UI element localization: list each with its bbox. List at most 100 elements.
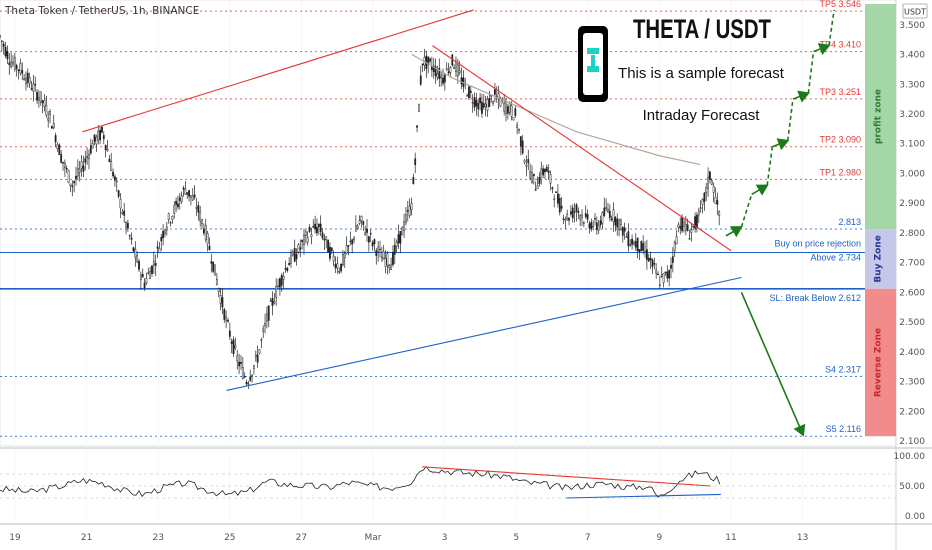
candle-body xyxy=(506,106,509,114)
candle-body xyxy=(514,108,517,116)
candle-body xyxy=(52,123,55,129)
candle-body xyxy=(36,92,38,101)
candle-body xyxy=(308,226,311,232)
x-tick-label: Mar xyxy=(365,533,382,543)
candle-body xyxy=(253,365,255,369)
candle-body xyxy=(594,218,596,220)
headline-title: THETA / USDT xyxy=(633,14,771,44)
rising-support-trendline xyxy=(226,276,742,391)
candle-body xyxy=(421,63,424,66)
candle-body xyxy=(13,56,16,70)
candle-body xyxy=(86,156,89,158)
candle-body xyxy=(336,263,339,269)
candle-body xyxy=(531,171,533,183)
candle-body xyxy=(458,70,461,73)
candle-body xyxy=(382,251,385,260)
level-label: S4 2.317 xyxy=(825,364,861,374)
forecast-layer xyxy=(725,9,835,437)
headline-caption: Intraday Forecast xyxy=(643,107,761,124)
candle-body xyxy=(28,77,31,84)
candle-body xyxy=(80,161,83,169)
zone-0 xyxy=(865,4,896,230)
candle-body xyxy=(101,126,103,133)
candle-body xyxy=(570,211,572,215)
candle-body xyxy=(414,158,417,166)
candle-body xyxy=(256,354,259,363)
candle-body xyxy=(540,168,543,181)
candle-body xyxy=(254,354,257,357)
candle-body xyxy=(201,219,203,225)
rsi-layer xyxy=(0,466,896,499)
level-label: TP1 2.980 xyxy=(819,167,861,177)
candle-body xyxy=(679,225,682,229)
candle-body xyxy=(633,242,635,246)
candle-body xyxy=(139,274,142,280)
candle-body xyxy=(191,195,194,201)
forecast-up-segment xyxy=(772,138,790,151)
candle-body xyxy=(668,270,671,279)
zone-label: Buy Zone xyxy=(874,235,884,283)
candle-body xyxy=(304,231,307,236)
candle-body xyxy=(644,250,646,253)
rsi-tick-label: 100.00 xyxy=(894,452,926,462)
candle-body xyxy=(521,140,524,154)
candle-body xyxy=(497,93,500,100)
logo-stem xyxy=(591,55,595,71)
candle-body xyxy=(603,207,606,216)
candle-body xyxy=(473,97,476,108)
candle-body xyxy=(684,223,687,231)
candle-body xyxy=(210,261,213,264)
x-tick-label: 5 xyxy=(513,533,519,543)
candle-body xyxy=(23,78,25,81)
logo-bar-top xyxy=(587,48,599,54)
level-label: Above 2.734 xyxy=(810,253,861,263)
candle-body xyxy=(217,288,220,293)
candle-body xyxy=(119,199,122,209)
candle-body xyxy=(234,345,237,349)
candle-body xyxy=(519,136,522,147)
candle-body xyxy=(165,226,168,231)
x-tick-label: 19 xyxy=(9,533,21,543)
candle-body xyxy=(582,222,585,224)
candle-body xyxy=(219,295,222,304)
candle-body xyxy=(54,135,57,143)
y-tick-label: 2.100 xyxy=(899,437,925,447)
candle-body xyxy=(41,100,44,104)
candle-body xyxy=(99,130,101,141)
candle-body xyxy=(536,185,539,189)
candle-body xyxy=(527,159,530,164)
candle-body xyxy=(440,75,443,79)
candle-body xyxy=(510,105,513,117)
candle-body xyxy=(215,278,218,285)
candle-body xyxy=(264,322,266,327)
candle-body xyxy=(330,247,333,252)
candle-body xyxy=(393,245,396,255)
candle-body xyxy=(612,209,615,222)
forecast-up-segment xyxy=(725,226,743,238)
candle-body xyxy=(645,249,648,260)
candle-body xyxy=(195,206,198,209)
x-tick-label: 13 xyxy=(797,533,808,543)
candle-body xyxy=(102,135,105,140)
candle-body xyxy=(67,170,70,183)
candle-body xyxy=(4,46,7,57)
candle-body xyxy=(112,171,114,177)
candle-body xyxy=(432,65,435,73)
candle-body xyxy=(584,213,587,217)
candle-body xyxy=(251,374,253,377)
candle-body xyxy=(508,103,511,113)
candle-body xyxy=(291,251,294,256)
candle-body xyxy=(152,261,155,266)
candle-body xyxy=(306,237,309,243)
candle-body xyxy=(21,69,24,74)
candle-body xyxy=(293,247,296,262)
candle-body xyxy=(154,263,157,266)
candle-body xyxy=(555,191,557,193)
candle-body xyxy=(534,189,537,191)
candle-body xyxy=(373,239,376,244)
candle-body xyxy=(230,341,233,344)
candle-body xyxy=(160,236,163,242)
candle-body xyxy=(560,205,563,209)
